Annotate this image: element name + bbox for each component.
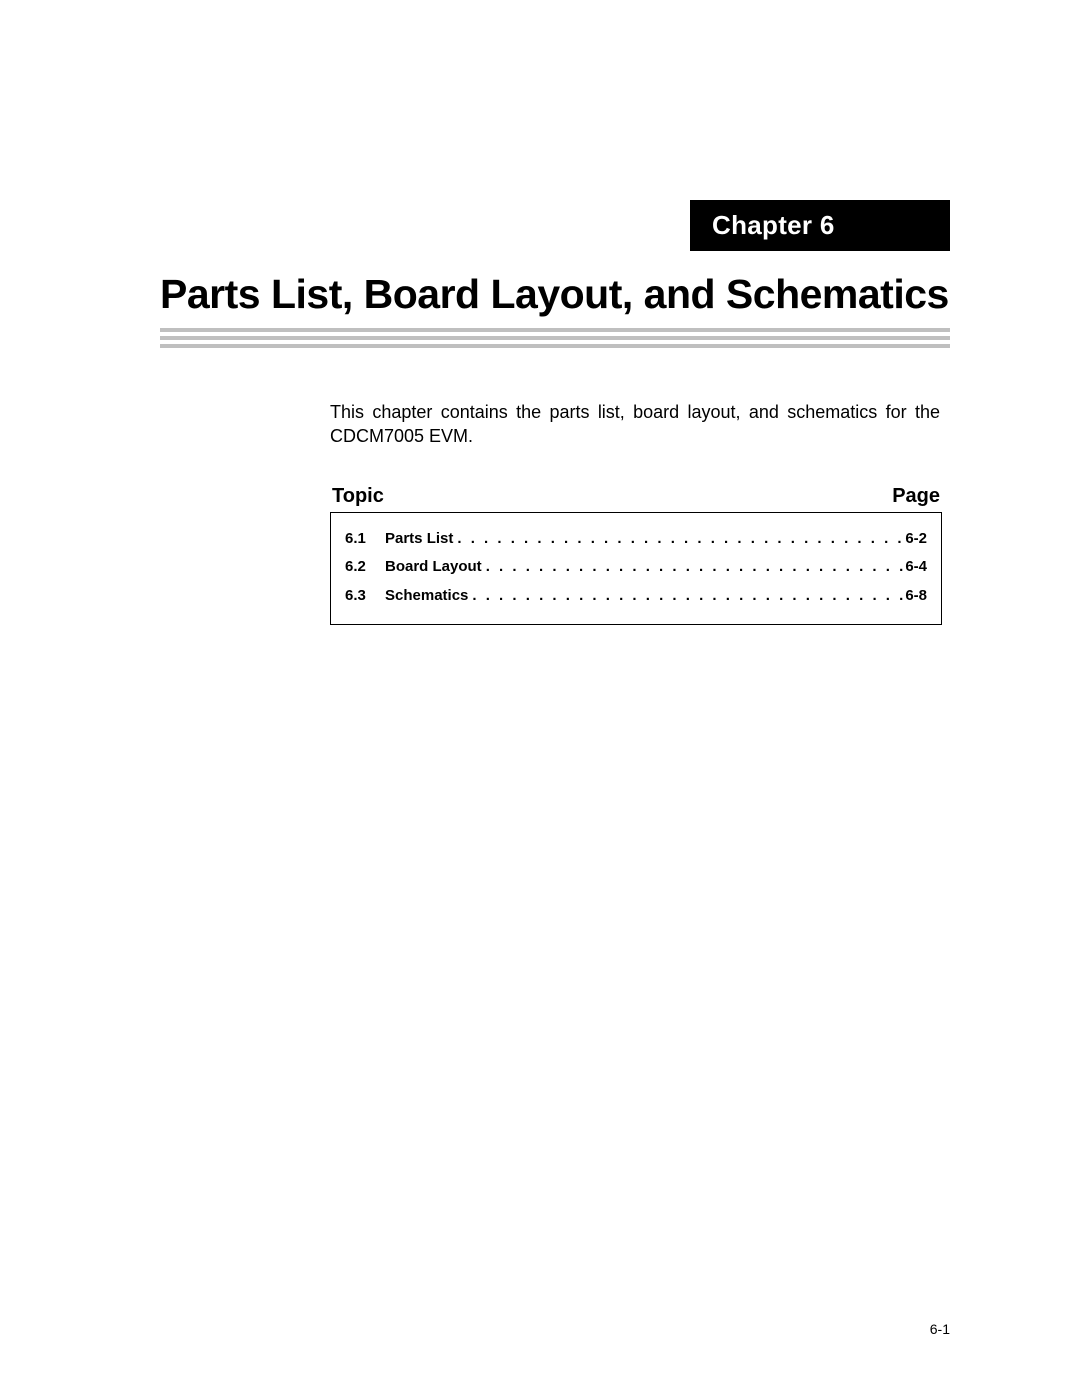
document-page: Chapter 6 Parts List, Board Layout, and … [0, 0, 1080, 1397]
toc-header-topic: Topic [332, 485, 384, 508]
chapter-badge: Chapter 6 [690, 200, 950, 251]
toc-entry-title: Schematics [385, 582, 468, 611]
chapter-intro: This chapter contains the parts list, bo… [330, 400, 940, 449]
toc-entry-number: 6.2 [345, 553, 385, 582]
toc-entry-number: 6.3 [345, 582, 385, 611]
toc-entry-title: Board Layout [385, 553, 482, 582]
toc-dots [482, 553, 906, 582]
toc-box: 6.1 Parts List 6-2 6.2 Board Layout 6-4 … [330, 512, 942, 626]
horizontal-rules [160, 328, 950, 348]
toc-entry-page: 6-2 [905, 525, 927, 554]
toc-dots [468, 582, 905, 611]
toc-entry-page: 6-8 [905, 582, 927, 611]
toc-entry: 6.2 Board Layout 6-4 [345, 553, 927, 582]
toc-entry: 6.3 Schematics 6-8 [345, 582, 927, 611]
toc-entry: 6.1 Parts List 6-2 [345, 525, 927, 554]
table-of-contents: Topic Page 6.1 Parts List 6-2 6.2 Board … [330, 485, 942, 626]
toc-header-page: Page [892, 485, 940, 508]
rule-line [160, 336, 950, 340]
toc-entry-page: 6-4 [905, 553, 927, 582]
rule-line [160, 344, 950, 348]
toc-entry-number: 6.1 [345, 525, 385, 554]
rule-line [160, 328, 950, 332]
chapter-badge-text: Chapter 6 [712, 210, 835, 240]
toc-entry-title: Parts List [385, 525, 453, 554]
toc-header: Topic Page [330, 485, 942, 512]
page-number: 6-1 [930, 1321, 950, 1337]
chapter-title: Parts List, Board Layout, and Schematics [160, 273, 950, 316]
toc-dots [453, 525, 905, 554]
